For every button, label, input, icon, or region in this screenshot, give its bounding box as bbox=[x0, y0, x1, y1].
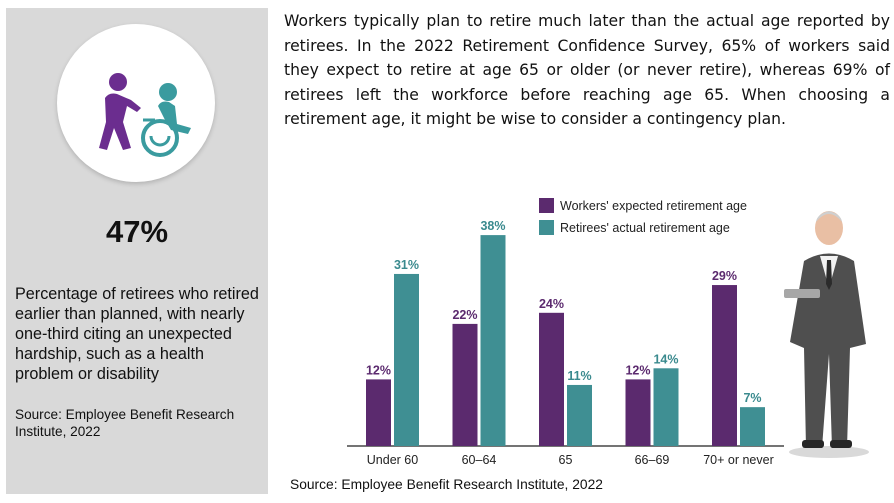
retirement-age-chart: 12%31%Under 6022%38%60–6424%11%6512%14%6… bbox=[347, 198, 869, 467]
category-label-2: 65 bbox=[559, 453, 573, 467]
data-label-actual-0: 31% bbox=[394, 258, 419, 272]
category-label-1: 60–64 bbox=[462, 453, 497, 467]
data-label-expected-2: 24% bbox=[539, 297, 564, 311]
data-label-expected-4: 29% bbox=[712, 269, 737, 283]
legend-label-1: Retirees' actual retirement age bbox=[560, 221, 730, 235]
data-label-expected-0: 12% bbox=[366, 363, 391, 377]
data-label-expected-3: 12% bbox=[625, 363, 650, 377]
data-label-actual-4: 7% bbox=[743, 391, 761, 405]
intro-paragraph: Workers typically plan to retire much la… bbox=[284, 12, 890, 128]
businessman-photo bbox=[784, 211, 869, 458]
icon-circle bbox=[57, 24, 215, 182]
category-label-4: 70+ or never bbox=[703, 453, 774, 467]
bar-expected-1 bbox=[452, 323, 478, 446]
bar-actual-3 bbox=[653, 368, 679, 446]
stat-description: Percentage of retirees who retired earli… bbox=[15, 285, 259, 383]
caregiver-wheelchair-icon bbox=[99, 73, 191, 157]
legend-swatch-1 bbox=[539, 220, 554, 235]
left-source-note: Source: Employee Benefit Research Instit… bbox=[15, 407, 235, 439]
bar-actual-1 bbox=[480, 235, 506, 446]
category-label-0: Under 60 bbox=[367, 453, 418, 467]
data-label-actual-3: 14% bbox=[653, 352, 678, 366]
bar-expected-2 bbox=[539, 312, 564, 446]
data-label-actual-2: 11% bbox=[567, 369, 591, 383]
category-label-3: 66–69 bbox=[635, 453, 670, 467]
left-stat-panel: 47% Percentage of retirees who retired e… bbox=[6, 8, 268, 494]
bar-expected-0 bbox=[366, 379, 391, 446]
legend-label-0: Workers' expected retirement age bbox=[560, 199, 747, 213]
stat-value: 47% bbox=[105, 214, 169, 249]
data-label-actual-1: 38% bbox=[480, 219, 505, 233]
bar-actual-4 bbox=[740, 407, 765, 446]
bar-expected-4 bbox=[712, 285, 737, 446]
bar-actual-0 bbox=[394, 273, 419, 446]
bar-expected-3 bbox=[625, 379, 651, 446]
chart-source-note: Source: Employee Benefit Research Instit… bbox=[290, 477, 603, 492]
legend-swatch-0 bbox=[539, 198, 554, 213]
bar-actual-2 bbox=[567, 384, 592, 446]
data-label-expected-1: 22% bbox=[452, 308, 477, 322]
